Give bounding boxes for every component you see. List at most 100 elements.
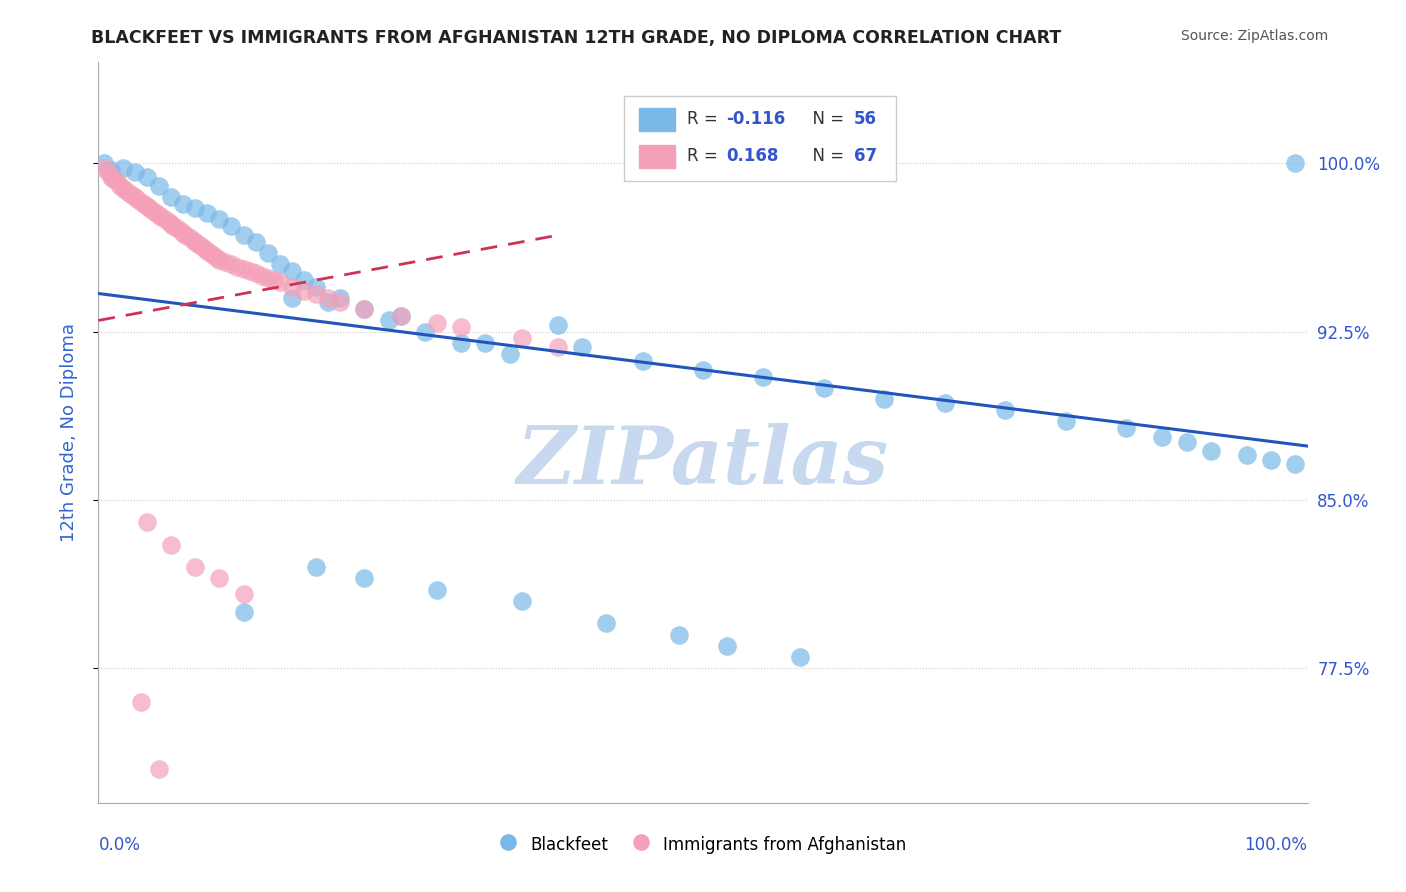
Point [595, 616, 617, 631]
Point [135, 199, 157, 213]
Text: 0.168: 0.168 [725, 147, 779, 165]
Point [194, 242, 217, 256]
Point [129, 695, 152, 709]
Point [195, 244, 218, 258]
Text: -0.116: -0.116 [725, 111, 785, 128]
Point [160, 538, 183, 552]
Point [1175, 434, 1198, 449]
Point [813, 381, 835, 395]
Point [184, 235, 207, 249]
Point [160, 190, 183, 204]
Point [153, 212, 176, 227]
Point [148, 178, 170, 193]
Point [208, 212, 231, 227]
Point [426, 582, 449, 597]
Point [426, 316, 449, 330]
Point [1284, 156, 1306, 170]
Point [190, 239, 212, 253]
Point [187, 237, 209, 252]
Point [281, 280, 304, 294]
Point [232, 587, 254, 601]
Point [121, 187, 143, 202]
Point [100, 163, 122, 178]
Point [166, 221, 188, 235]
Point [221, 219, 243, 234]
Point [329, 291, 352, 305]
Point [169, 224, 191, 238]
Point [1260, 452, 1282, 467]
Point [281, 264, 304, 278]
Point [232, 605, 254, 619]
Point [93, 161, 115, 175]
Text: BLACKFEET VS IMMIGRANTS FROM AFGHANISTAN 12TH GRADE, NO DIPLOMA CORRELATION CHAR: BLACKFEET VS IMMIGRANTS FROM AFGHANISTAN… [91, 29, 1062, 47]
Point [108, 178, 131, 193]
Point [474, 335, 496, 350]
Point [184, 560, 207, 574]
Point [114, 183, 136, 197]
Text: R =: R = [688, 147, 723, 165]
Text: 67: 67 [855, 147, 877, 165]
Bar [638, 108, 675, 130]
Legend: Blackfeet, Immigrants from Afghanistan: Blackfeet, Immigrants from Afghanistan [494, 828, 912, 861]
Point [105, 174, 128, 188]
Point [1236, 448, 1258, 462]
Point [789, 650, 811, 665]
Point [100, 169, 122, 184]
Point [571, 340, 593, 354]
Point [1152, 430, 1174, 444]
Text: 100.0%: 100.0% [1244, 836, 1308, 855]
Point [138, 201, 160, 215]
Point [124, 165, 146, 179]
Point [208, 571, 231, 585]
Bar [624, 95, 897, 181]
Point [226, 260, 249, 274]
Point [195, 206, 218, 220]
Point [329, 295, 352, 310]
Point [174, 228, 197, 243]
Point [510, 594, 533, 608]
Point [256, 246, 278, 260]
Point [668, 627, 690, 641]
Point [124, 190, 146, 204]
Point [377, 313, 399, 327]
Y-axis label: 12th Grade, No Diploma: 12th Grade, No Diploma [59, 323, 77, 542]
Point [93, 156, 115, 170]
Point [353, 302, 375, 317]
Point [221, 257, 243, 271]
Point [184, 201, 207, 215]
Point [510, 331, 533, 345]
Point [389, 309, 412, 323]
Point [281, 291, 304, 305]
Text: Source: ZipAtlas.com: Source: ZipAtlas.com [1181, 29, 1329, 44]
Point [148, 208, 170, 222]
Point [752, 369, 775, 384]
Point [157, 215, 180, 229]
Point [692, 363, 714, 377]
Point [1115, 421, 1137, 435]
Point [353, 302, 375, 317]
Point [129, 194, 152, 209]
Text: N =: N = [803, 111, 849, 128]
Point [202, 248, 225, 262]
Point [994, 403, 1017, 417]
Point [135, 516, 157, 530]
Point [232, 261, 254, 276]
Point [250, 268, 273, 283]
Point [245, 235, 267, 249]
Point [150, 211, 173, 225]
Point [292, 273, 315, 287]
Text: R =: R = [688, 111, 723, 128]
Point [245, 266, 267, 280]
Point [1054, 414, 1077, 428]
Point [172, 226, 194, 240]
Point [873, 392, 896, 406]
Point [142, 203, 165, 218]
Point [97, 165, 120, 179]
Point [413, 325, 436, 339]
Point [547, 318, 569, 332]
Point [172, 196, 194, 211]
Point [389, 309, 412, 323]
Point [305, 560, 328, 574]
Point [145, 206, 167, 220]
Point [316, 291, 339, 305]
